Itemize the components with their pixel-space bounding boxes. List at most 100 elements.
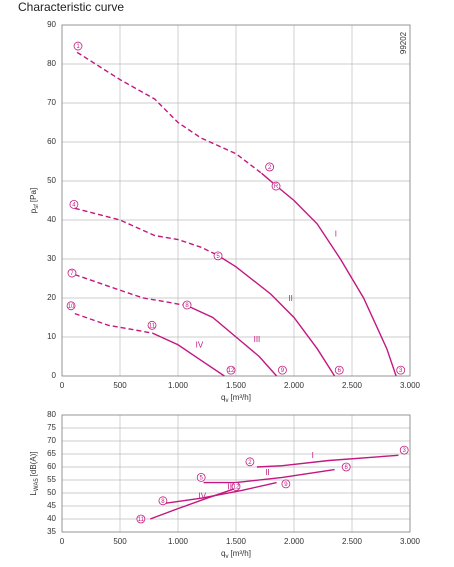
point-marker — [271, 181, 281, 191]
curve-label: II — [265, 468, 269, 477]
axis-label-main: L — [29, 491, 38, 496]
point-label: 2 — [248, 460, 252, 466]
axis-label: qv [m³/h] — [221, 549, 251, 559]
x-tick-label: 1.500 — [226, 537, 247, 546]
point-label: 7 — [70, 271, 74, 277]
x-tick-label: 0 — [60, 381, 65, 390]
y-tick-label: 50 — [47, 176, 56, 185]
point-marker — [182, 300, 192, 310]
point-label: 5 — [216, 254, 220, 260]
y-tick-label: 50 — [47, 488, 56, 497]
curve-label: III — [228, 482, 235, 491]
point-label: 9 — [281, 368, 285, 374]
x-tick-label: 2.500 — [342, 381, 363, 390]
point-marker — [213, 251, 223, 261]
point-marker — [396, 365, 406, 375]
point-marker — [66, 301, 76, 311]
point-label: 8 — [161, 499, 165, 505]
curve-dashed — [74, 273, 188, 307]
axis-label-main: q — [221, 549, 225, 558]
point-label: 12 — [228, 368, 235, 374]
y-tick-label: 90 — [47, 20, 56, 29]
point-marker — [67, 268, 77, 278]
axis-label-sub: v — [226, 398, 229, 404]
point-marker — [265, 162, 275, 172]
y-tick-label: 80 — [47, 59, 56, 68]
point-marker — [399, 445, 409, 455]
y-tick-label: 65 — [47, 449, 56, 458]
x-tick-label: 1.000 — [168, 381, 189, 390]
point-label: 10 — [68, 304, 75, 310]
point-marker — [334, 365, 344, 375]
axis-label: LWA5 [dB(A)] — [29, 451, 39, 495]
curve-label: I — [312, 451, 314, 460]
y-tick-label: 60 — [47, 137, 56, 146]
axis-label-sub: WA5 — [34, 478, 40, 491]
x-tick-label: 3.000 — [400, 381, 421, 390]
axis-label-unit: [m³/h] — [231, 549, 251, 558]
x-tick-label: 500 — [113, 381, 127, 390]
curve-solid — [256, 454, 399, 468]
point-marker — [147, 320, 157, 330]
y-tick-label: 20 — [47, 293, 56, 302]
page-title: Characteristic curve — [18, 0, 124, 14]
y-tick-label: 55 — [47, 475, 56, 484]
point-marker — [341, 462, 351, 472]
curve-label: IV — [199, 492, 207, 501]
axis-label-sub: sf — [34, 204, 40, 209]
y-tick-label: 60 — [47, 462, 56, 471]
curve-solid — [187, 305, 278, 377]
x-tick-label: 1.500 — [226, 381, 247, 390]
point-marker — [231, 482, 241, 491]
x-tick-label: 1.000 — [168, 537, 189, 546]
x-tick-label: 2.500 — [342, 537, 363, 546]
curve-label: III — [254, 335, 261, 344]
point-label: 11 — [138, 517, 145, 523]
y-tick-label: 70 — [47, 436, 56, 445]
curve-label: II — [288, 294, 292, 303]
y-tick-label: 10 — [47, 332, 56, 341]
point-marker — [73, 41, 83, 51]
y-tick-label: 75 — [47, 423, 56, 432]
curve-label: I — [335, 230, 337, 239]
y-tick-label: 40 — [47, 514, 56, 523]
y-tick-label: 45 — [47, 501, 56, 510]
point-marker — [245, 457, 255, 467]
curve-solid — [217, 254, 336, 377]
point-label: 5 — [200, 475, 204, 481]
axis-label-unit: [m³/h] — [231, 393, 251, 402]
curve-solid — [152, 332, 225, 377]
code-label: 99202 — [399, 31, 408, 54]
y-tick-label: 80 — [47, 410, 56, 419]
y-tick-label: 35 — [47, 527, 56, 536]
point-label: 8 — [185, 303, 189, 309]
axis-label: qv [m³/h] — [221, 393, 251, 403]
point-marker — [136, 514, 146, 524]
point-label: 12 — [233, 485, 240, 491]
point-marker — [69, 199, 79, 209]
point-label: 3 — [399, 368, 403, 374]
y-tick-label: 30 — [47, 254, 56, 263]
point-label: 4 — [72, 202, 76, 208]
point-label: 9 — [284, 482, 288, 488]
point-marker — [226, 365, 236, 375]
x-tick-label: 2.000 — [284, 537, 305, 546]
axis-label-unit: [Pa] — [29, 188, 38, 202]
curve-label: IV — [196, 341, 204, 350]
curve-dashed — [74, 312, 153, 334]
x-tick-label: 3.000 — [400, 537, 421, 546]
x-tick-label: 0 — [60, 537, 65, 546]
x-tick-label: 2.000 — [284, 381, 305, 390]
curve-dashed — [76, 51, 262, 174]
y-tick-label: 0 — [52, 371, 57, 380]
x-tick-label: 500 — [113, 537, 127, 546]
axis-label-unit: [dB(A)] — [29, 451, 38, 476]
y-tick-label: 40 — [47, 215, 56, 224]
curve-solid — [261, 172, 397, 377]
point-marker — [281, 479, 291, 489]
point-label: 2 — [268, 165, 272, 171]
plot-frame — [61, 24, 411, 377]
point-marker — [277, 365, 287, 375]
point-label: 3 — [403, 448, 407, 454]
